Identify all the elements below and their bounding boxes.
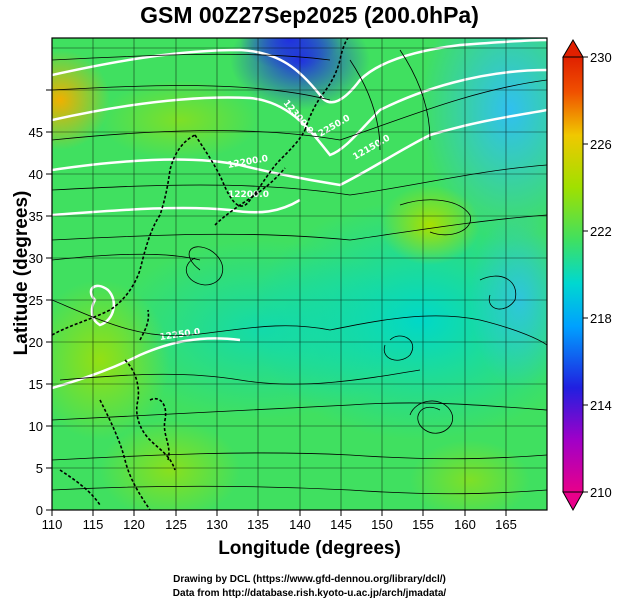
svg-text:12200.0: 12200.0 [228, 190, 269, 200]
colorbar-scale [562, 56, 584, 493]
x-tick-label: 120 [123, 517, 145, 532]
x-tick-label: 155 [412, 517, 434, 532]
colorbar-top-arrow [562, 39, 584, 58]
y-tick-label: 30 [29, 251, 43, 266]
x-tick-label: 150 [371, 517, 393, 532]
x-tick-labels: 110 115 120 125 130 135 140 145 150 155 … [42, 517, 517, 532]
y-tick-label: 35 [29, 209, 43, 224]
x-tick-label: 165 [495, 517, 517, 532]
y-tick-label: 15 [29, 377, 43, 392]
credit-drawing: Drawing by DCL (https://www.gfd-dennou.o… [173, 574, 446, 585]
x-tick-label: 160 [454, 517, 476, 532]
y-tick-label: 45 [29, 125, 43, 140]
y-tick-label: 20 [29, 335, 43, 350]
colorbar: 230 226 222 218 214 210 [562, 39, 612, 512]
map-title: GSM 00Z27Sep2025 (200.0hPa) [140, 2, 479, 28]
y-tick-labels: 0 5 10 15 20 25 30 35 40 45 [29, 125, 43, 518]
x-tick-label: 115 [83, 517, 104, 532]
coastlines [52, 38, 349, 510]
y-tick-label: 40 [29, 167, 43, 182]
colorbar-label: 222 [590, 224, 612, 239]
graticule [52, 38, 547, 510]
y-tick-label: 0 [36, 503, 43, 518]
tick-marks [46, 89, 507, 516]
x-tick-label: 140 [289, 517, 311, 532]
colorbar-label: 230 [590, 50, 612, 65]
colorbar-label: 214 [590, 398, 612, 413]
x-tick-label: 135 [247, 517, 269, 532]
x-tick-label: 130 [206, 517, 228, 532]
colorbar-bottom-arrow [562, 491, 584, 512]
colorbar-label: 210 [590, 485, 612, 500]
temperature-field: 12300.0 12250.0 12200.0 12200.0 12150.0 … [52, 38, 547, 510]
y-tick-label: 5 [36, 461, 43, 476]
x-axis-label: Longitude (degrees) [218, 538, 401, 559]
colorbar-label: 218 [590, 311, 612, 326]
y-axis-label: Latitude (degrees) [11, 190, 32, 356]
colorbar-label: 226 [590, 137, 612, 152]
x-tick-label: 110 [42, 517, 63, 532]
credit-data: Data from http://database.rish.kyoto-u.a… [172, 588, 447, 599]
y-tick-label: 10 [29, 419, 43, 434]
y-tick-label: 25 [29, 293, 43, 308]
x-tick-label: 125 [165, 517, 187, 532]
x-tick-label: 145 [330, 517, 352, 532]
streamlines [52, 49, 547, 495]
